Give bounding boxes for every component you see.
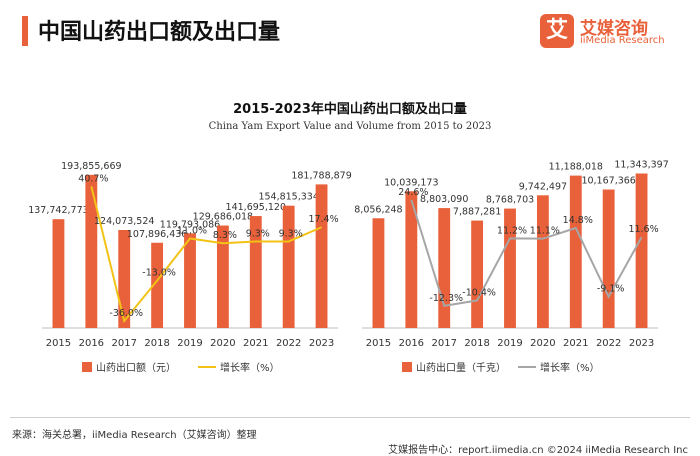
growth-label-1-2021: 14.8% [563, 215, 593, 226]
bar-label-1-2023: 11,343,397 [614, 159, 668, 170]
growth-label-0-2023: 17.4% [308, 214, 338, 225]
iimedia-logo: 艾 艾媒咨询 iiMedia Research [540, 14, 688, 50]
growth-label-1-2017: -12.3% [429, 293, 463, 304]
bar-0-2018 [151, 242, 164, 328]
x-tick-0-2015: 2015 [46, 338, 71, 349]
bar-label-0-2018: 107,896,436 [127, 229, 187, 240]
x-tick-1-2023: 2023 [629, 338, 654, 349]
bar-label-0-2015: 137,742,773 [28, 205, 88, 216]
bar-label-1-2021: 11,188,018 [549, 162, 603, 173]
legend-swatch-bar-1 [402, 362, 412, 372]
growth-label-1-2018: -10.4% [462, 287, 496, 298]
bar-label-1-2017: 8,803,090 [420, 194, 468, 205]
growth-label-0-2020: 8.3% [213, 230, 237, 241]
growth-label-1-2019: 11.2% [497, 225, 527, 236]
bar-0-2021 [249, 216, 262, 328]
x-tick-0-2019: 2019 [177, 338, 202, 349]
footer-divider [10, 417, 690, 418]
bar-1-2017 [438, 208, 451, 328]
x-tick-0-2023: 2023 [309, 338, 334, 349]
bar-label-1-2020: 9,742,497 [519, 181, 567, 192]
chart-title: 2015-2023年中国山药出口额及出口量 [233, 102, 467, 117]
growth-label-0-2021: 9.3% [246, 228, 270, 239]
bar-1-2016 [405, 191, 418, 328]
bar-label-1-2022: 10,167,366 [581, 176, 635, 187]
bar-label-1-2015: 8,056,248 [354, 204, 402, 215]
legend-label-line-1: 增长率（%） [540, 361, 600, 374]
bar-1-2022 [602, 189, 615, 328]
bar-label-1-2018: 7,887,281 [453, 207, 501, 218]
bar-1-2019 [504, 208, 516, 328]
bar-0-2017 [118, 229, 131, 328]
bar-label-0-2022: 154,815,334 [258, 192, 318, 203]
logo-mark: 艾 [540, 14, 574, 48]
bar-0-2020 [216, 225, 229, 328]
bar-0-2019 [184, 233, 196, 328]
bar-0-2023 [315, 184, 328, 328]
bar-1-2015 [372, 218, 385, 328]
chart-subtitle: China Yam Export Value and Volume from 2… [208, 121, 492, 132]
x-tick-1-2022: 2022 [596, 338, 621, 349]
source-note: 来源：海关总署，iiMedia Research（艾媒咨询）整理 [12, 430, 257, 441]
growth-label-1-2016: 24.6% [398, 187, 428, 198]
growth-label-0-2022: 9.3% [279, 228, 303, 239]
bar-1-2018 [471, 220, 484, 328]
x-tick-1-2019: 2019 [497, 338, 522, 349]
bar-1-2023 [635, 173, 648, 328]
x-tick-0-2016: 2016 [79, 338, 104, 349]
growth-label-1-2020: 11.1% [530, 226, 560, 237]
bar-label-0-2019: 119,793,086 [160, 219, 220, 230]
bar-label-0-2020: 129,686,018 [193, 212, 253, 223]
growth-label-1-2022: -9.1% [597, 284, 625, 295]
legend-swatch-bar-0 [82, 362, 92, 372]
bar-0-2022 [282, 205, 295, 328]
x-tick-1-2016: 2016 [399, 338, 424, 349]
title-accent-bar [22, 16, 28, 46]
growth-label-0-2019: 11.0% [177, 225, 207, 236]
growth-label-1-2023: 11.6% [628, 224, 658, 235]
x-tick-0-2022: 2022 [276, 338, 301, 349]
bar-label-0-2023: 181,788,879 [291, 170, 351, 181]
bar-0-2016 [85, 174, 98, 328]
logo-name-cn: 艾媒咨询 [580, 19, 648, 39]
growth-label-0-2017: -36.0% [109, 308, 143, 319]
bar-label-0-2016: 193,855,669 [61, 161, 121, 172]
footer-copyright: 艾媒报告中心：report.iimedia.cn ©2024 iiMedia R… [388, 445, 688, 456]
growth-line-1 [410, 199, 643, 308]
growth-label-0-2018: -13.0% [142, 268, 176, 279]
bar-label-0-2021: 141,695,120 [226, 202, 286, 213]
x-tick-0-2021: 2021 [243, 338, 268, 349]
x-tick-1-2015: 2015 [366, 338, 391, 349]
x-tick-1-2017: 2017 [431, 338, 456, 349]
bar-0-2015 [52, 219, 65, 328]
legend-label-bar-0: 山药出口额（元） [96, 361, 176, 374]
growth-label-0-2016: 40.7% [78, 173, 108, 184]
legend-label-bar-1: 山药出口量（千克） [416, 361, 506, 374]
bar-label-0-2017: 124,073,524 [94, 216, 154, 227]
bar-1-2021 [569, 175, 582, 328]
x-tick-1-2020: 2020 [530, 338, 555, 349]
bar-label-1-2019: 8,768,703 [486, 195, 534, 206]
logo-name-en: iiMedia Research [580, 35, 665, 46]
bar-1-2020 [536, 195, 549, 328]
x-tick-1-2021: 2021 [563, 338, 588, 349]
x-tick-0-2018: 2018 [144, 338, 169, 349]
growth-line-0 [90, 186, 322, 324]
legend-label-line-0: 增长率（%） [220, 361, 280, 374]
page-title: 中国山药出口额及出口量 [38, 20, 281, 45]
x-tick-0-2017: 2017 [111, 338, 136, 349]
x-tick-0-2020: 2020 [210, 338, 235, 349]
x-tick-1-2018: 2018 [464, 338, 489, 349]
bar-label-1-2016: 10,039,173 [384, 177, 438, 188]
